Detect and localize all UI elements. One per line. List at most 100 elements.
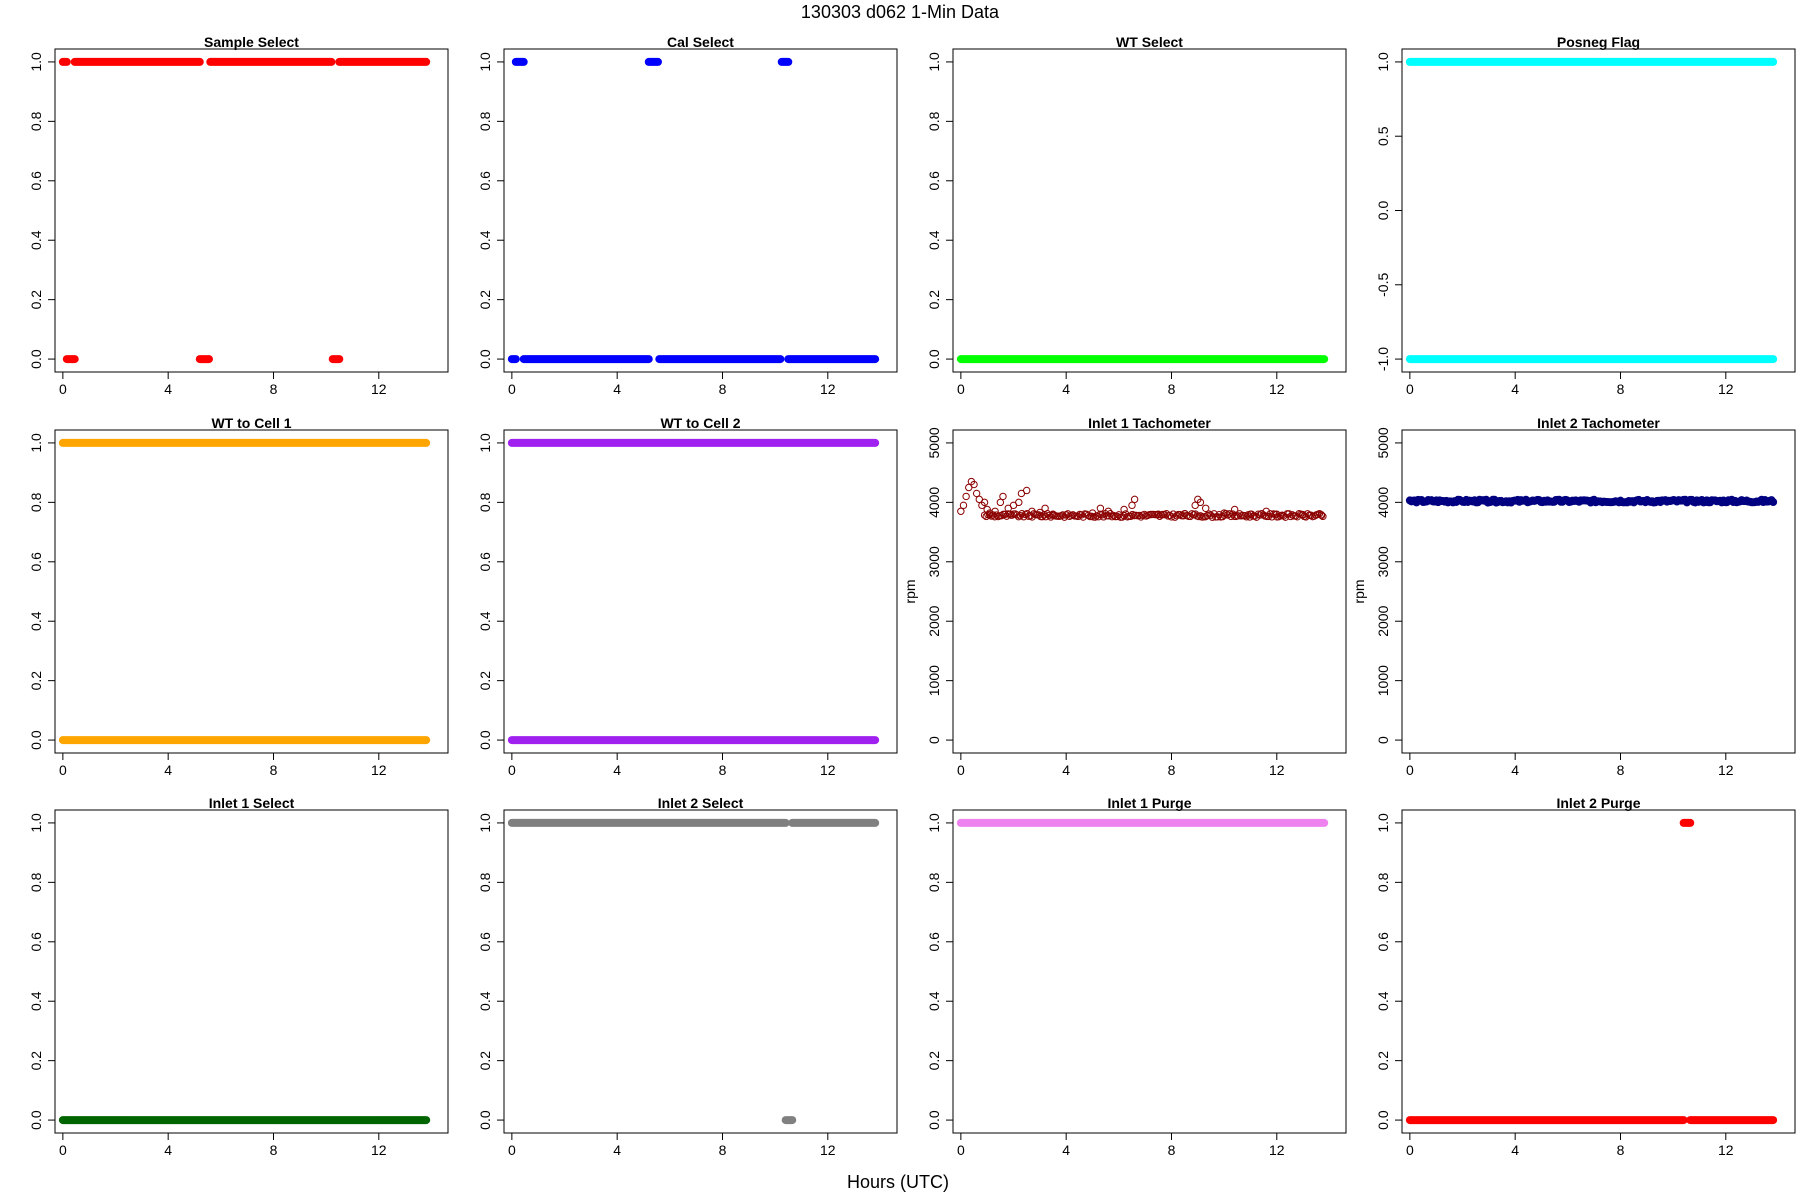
y-tick-label: 0.2 bbox=[926, 290, 942, 310]
y-tick-label: 4000 bbox=[1375, 487, 1391, 518]
data-point bbox=[1220, 511, 1228, 519]
y-tick-label: 1.0 bbox=[28, 52, 44, 72]
y-tick-label: 3000 bbox=[926, 546, 942, 577]
y-tick-label: 1.0 bbox=[477, 433, 493, 453]
data-point bbox=[999, 492, 1007, 501]
y-tick-label: 4000 bbox=[926, 487, 942, 518]
y-tick-label: 3000 bbox=[1375, 546, 1391, 577]
panel-inlet-1-purge: Inlet 1 Purge 0 4 8 12 0.0 0.2 0.4 0.6 0.8 1.0 bbox=[926, 795, 1347, 1158]
x-tick-label: 4 bbox=[1511, 381, 1519, 397]
y-tick-label: 0.4 bbox=[1375, 991, 1391, 1011]
x-axis: 0 4 8 12 bbox=[957, 752, 1285, 778]
data-point bbox=[1262, 507, 1270, 515]
x-axis: 0 4 8 12 bbox=[508, 1132, 836, 1158]
data-point bbox=[1319, 512, 1327, 521]
x-tick-label: 12 bbox=[820, 381, 836, 397]
y-tick-label: 1.0 bbox=[1375, 52, 1391, 72]
y-tick-label: -0.5 bbox=[1375, 273, 1391, 297]
x-axis: 0 4 8 12 bbox=[1406, 752, 1734, 778]
y-tick-label: 0.8 bbox=[477, 492, 493, 512]
y-tick-label: 0.0 bbox=[28, 349, 44, 369]
y-tick-label: 0.6 bbox=[477, 552, 493, 572]
data-point bbox=[1088, 509, 1097, 517]
panel-title: Sample Select bbox=[204, 34, 299, 50]
y-tick-label: 0.2 bbox=[477, 290, 493, 310]
x-tick-label: 4 bbox=[1062, 381, 1070, 397]
x-tick-label: 8 bbox=[270, 762, 278, 778]
panel-title: WT to Cell 1 bbox=[211, 415, 291, 431]
panel-title: Cal Select bbox=[667, 34, 734, 50]
y-tick-label: 0.8 bbox=[28, 492, 44, 512]
x-tick-label: 4 bbox=[1511, 1142, 1519, 1158]
data-point bbox=[1062, 511, 1070, 519]
y-tick-label: 0.4 bbox=[477, 611, 493, 631]
x-tick-label: 0 bbox=[957, 1142, 965, 1158]
y-tick-label: 0.8 bbox=[28, 872, 44, 892]
x-tick-label: 0 bbox=[957, 762, 965, 778]
y-axis: 0.0 0.2 0.4 0.6 0.8 1.0 bbox=[28, 813, 56, 1130]
panel-wt-select: WT Select 0 4 8 12 0.0 0.2 0.4 0.6 0.8 1.0 bbox=[926, 34, 1347, 397]
x-tick-label: 0 bbox=[1406, 762, 1414, 778]
x-tick-label: 12 bbox=[371, 1142, 387, 1158]
y-tick-label: 1.0 bbox=[926, 813, 942, 833]
y-tick-label: 1.0 bbox=[28, 433, 44, 453]
panel-title: Inlet 2 Tachometer bbox=[1537, 415, 1660, 431]
y-tick-label: 0 bbox=[926, 736, 942, 744]
x-tick-label: 4 bbox=[1511, 762, 1519, 778]
data-point bbox=[996, 498, 1005, 507]
y-tick-label: 1.0 bbox=[28, 813, 44, 833]
panel-title: Inlet 2 Purge bbox=[1556, 795, 1640, 811]
y-tick-label: 0.2 bbox=[926, 1051, 942, 1071]
plot-frame bbox=[54, 48, 449, 373]
data-point bbox=[1108, 513, 1116, 521]
x-tick-label: 4 bbox=[164, 762, 172, 778]
plot-frame bbox=[54, 809, 449, 1134]
y-tick-label: 0.2 bbox=[28, 671, 44, 691]
y-tick-label: 1.0 bbox=[477, 52, 493, 72]
data-point bbox=[1084, 511, 1092, 520]
y-tick-label: 0.0 bbox=[477, 349, 493, 369]
data-point bbox=[1036, 508, 1044, 517]
y-axis: -1.0 -0.5 0.0 0.5 1.0 bbox=[1375, 52, 1403, 371]
panel-title: Inlet 1 Purge bbox=[1107, 795, 1191, 811]
x-tick-label: 12 bbox=[371, 381, 387, 397]
x-tick-label: 12 bbox=[1718, 381, 1734, 397]
plot-frame bbox=[952, 48, 1347, 373]
y-tick-label: 0.2 bbox=[28, 290, 44, 310]
y-tick-label: 0.6 bbox=[28, 552, 44, 572]
y-axis: 0 1000 2000 3000 4000 5000 bbox=[1375, 427, 1403, 744]
data-point bbox=[1001, 510, 1009, 519]
y-tick-label: 0.0 bbox=[28, 1110, 44, 1130]
x-tick-label: 8 bbox=[719, 1142, 727, 1158]
y-tick-label: 0.2 bbox=[477, 1051, 493, 1071]
x-tick-label: 12 bbox=[820, 762, 836, 778]
y-tick-label: 0.8 bbox=[477, 111, 493, 131]
y-tick-label: 0.2 bbox=[1375, 1051, 1391, 1071]
data-point bbox=[1769, 498, 1778, 507]
data-point bbox=[1113, 512, 1121, 521]
y-tick-label: 0.8 bbox=[926, 111, 942, 131]
y-tick-label: 0.4 bbox=[477, 230, 493, 250]
data-point bbox=[1016, 512, 1024, 520]
x-axis: 0 4 8 12 bbox=[957, 1132, 1285, 1158]
x-tick-label: 0 bbox=[59, 381, 67, 397]
data-point bbox=[1013, 511, 1021, 519]
y-tick-label: 0.0 bbox=[477, 730, 493, 750]
y-axis: 0.0 0.2 0.4 0.6 0.8 1.0 bbox=[28, 52, 56, 369]
panel-sample-select: Sample Select 0 4 8 12 0.0 0.2 0.4 0.6 0.8 1.0 bbox=[28, 34, 449, 397]
figure-xlabel: Hours (UTC) bbox=[847, 1172, 949, 1192]
data-point bbox=[1128, 501, 1136, 510]
data-point bbox=[1028, 507, 1036, 515]
y-tick-label: 0.0 bbox=[1375, 1110, 1391, 1130]
data-point bbox=[997, 511, 1006, 520]
panel-inlet-2-tachometer: Inlet 2 Tachometer 0 4 8 12 0 1000 2000 3000 4000… bbox=[1351, 415, 1796, 778]
x-axis: 0 4 8 12 bbox=[1406, 371, 1734, 397]
plot-frame bbox=[952, 809, 1347, 1134]
y-tick-label: 0.2 bbox=[477, 671, 493, 691]
data-point bbox=[1110, 511, 1118, 520]
data-point bbox=[959, 501, 968, 510]
data-point bbox=[1059, 511, 1067, 519]
y-tick-label: 0.0 bbox=[1375, 201, 1391, 221]
y-axis-label: rpm bbox=[1351, 579, 1367, 603]
data-point bbox=[1299, 511, 1307, 519]
